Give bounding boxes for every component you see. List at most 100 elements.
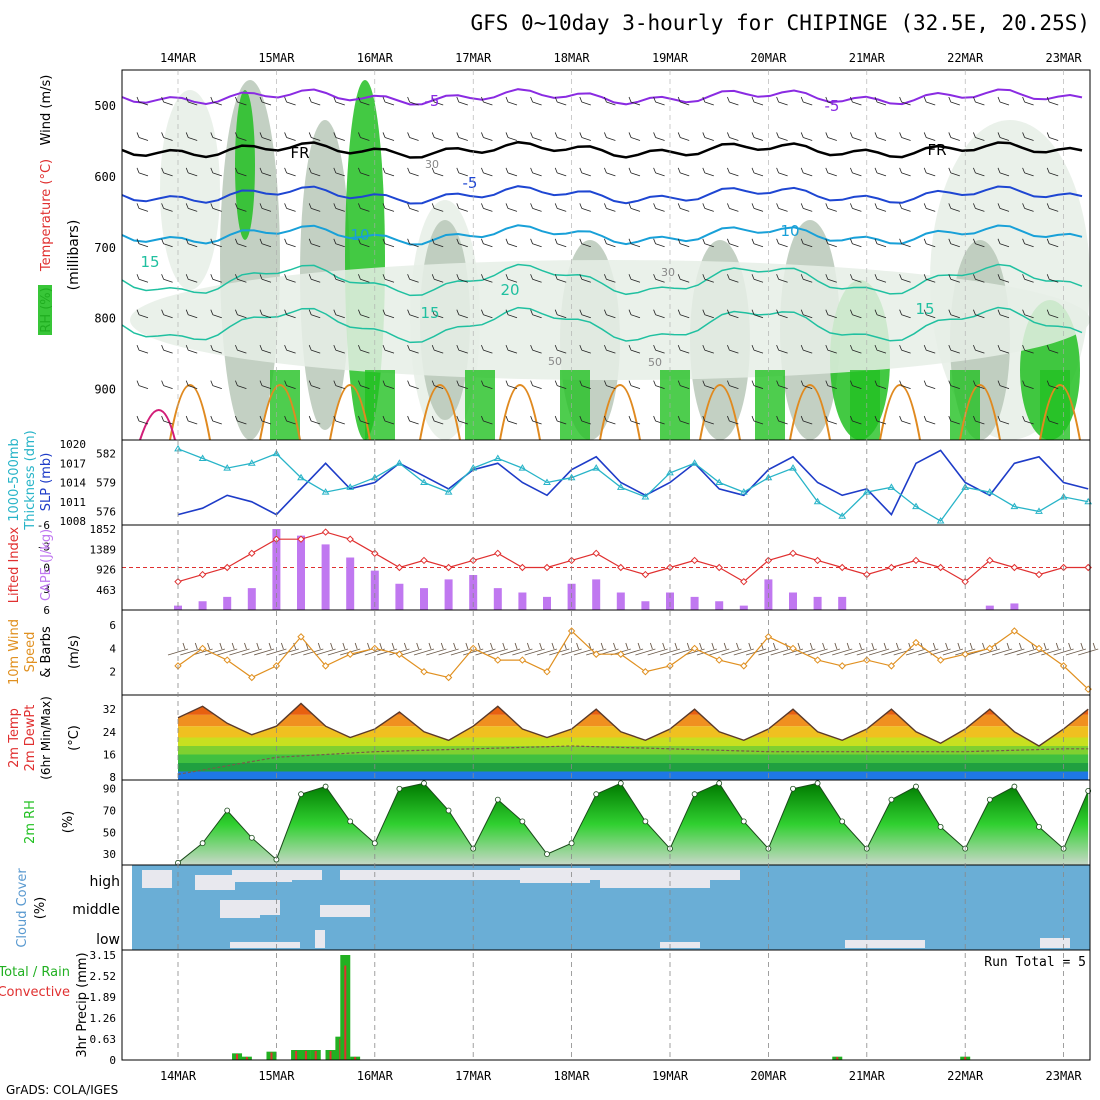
wind-barb [161,380,173,389]
wind-speed-point [986,644,994,653]
rh-point [790,785,796,792]
wind-barb [235,203,247,212]
wind-barb [185,238,198,248]
wind-barb [825,345,837,354]
slp-tick-label: 1008 [60,515,87,528]
wind-barb [800,274,813,283]
wind-barb [481,132,493,141]
temp-tick-label: 32 [103,703,116,716]
wind-barb [431,345,444,354]
wind-barb [1046,415,1059,425]
contour-label: -5 [425,92,440,110]
wind-barb [530,380,542,389]
wind-barb [210,96,222,106]
wind-barb [382,167,395,177]
wind-barb [899,96,911,106]
wind-barb [825,415,837,425]
rh-point [248,834,255,841]
lifted-index-label: Lifted Index [7,526,22,603]
wind-barb [259,380,272,389]
thickness-point [887,483,896,490]
wind-barb [579,380,591,389]
wind-barb [807,642,828,656]
wind-barb [499,642,521,656]
cape-bar [321,544,330,610]
wind-speed-point [690,644,699,653]
wind-barb [997,238,1010,248]
date-label-bottom: 22MAR [947,1069,984,1083]
rh-point [494,796,501,803]
thickness-point [690,459,699,466]
wind-barb [948,309,960,319]
wind-barb [850,96,862,106]
thickness-point [395,459,404,466]
temperature-contour [169,384,211,441]
wind-barb [333,132,345,141]
wind-barb [653,167,665,177]
wind-barb [628,345,641,354]
wind-barb [204,642,226,656]
wind-barb [923,415,936,425]
rh-saturated-column [1040,370,1070,440]
wind-barb [536,642,558,656]
precip-axis-label: 3hr Precip (mm) [75,952,90,1057]
wind-barb [825,380,837,389]
wind-barb [259,415,272,425]
wind-barb [530,345,542,354]
wind-barb [1046,167,1059,177]
wind-speed-point [223,656,231,664]
thickness-point [543,478,551,485]
wind-barb [284,380,296,389]
wind-barb [407,132,419,141]
wind-barb [702,203,714,212]
thickness-point [813,497,822,505]
wind-barb [604,309,616,319]
wind-barb [1022,167,1034,177]
wind-barb [438,642,459,656]
cape-bar [469,575,478,610]
cape-bar [444,579,453,610]
wind-barb [136,274,149,283]
wind-barb [751,274,764,283]
wind-barb [727,274,739,283]
wind-barb [628,309,641,319]
wind-barb [628,96,641,106]
thickness-tick-label: 582 [96,448,116,461]
wind-barb [235,167,247,177]
precip-total-label: Total / Rain [0,965,70,980]
wind-barb [530,96,542,106]
wind-barb [850,415,862,425]
rh-saturated-column [270,370,300,440]
wind-barb [800,345,813,354]
date-label-top: 19MAR [652,51,689,65]
rh-point [421,780,427,787]
temperature-contour [699,384,741,441]
wind-barb [727,380,739,389]
wind-label-1: 10m Wind [7,619,22,685]
cape-bar [690,596,699,610]
rh-point [322,783,329,790]
lifted-index-point [617,563,625,572]
wind-barb [751,203,764,212]
precip-tick-label: 2.52 [90,970,117,983]
wind-barb [185,132,198,141]
wind-barb [825,132,837,141]
wind-barb [948,203,960,212]
wind-barb [333,345,345,354]
wind-barb [407,203,419,212]
wind-barb [161,203,173,212]
wind-barb [899,309,911,319]
temperature-contour [499,384,541,441]
wind-barb [554,132,567,141]
wind-barb [308,345,321,354]
wind-barb [800,309,813,319]
wind-barb [407,345,419,354]
wind-barb [554,203,567,212]
lifted-index-point [518,563,527,572]
temp-band [178,771,1089,780]
rh-point [371,840,378,847]
wind-barb [579,345,591,354]
wind-barb [899,345,911,354]
precip-convective-label: Convective [0,985,70,1000]
wind-barb [284,274,296,283]
